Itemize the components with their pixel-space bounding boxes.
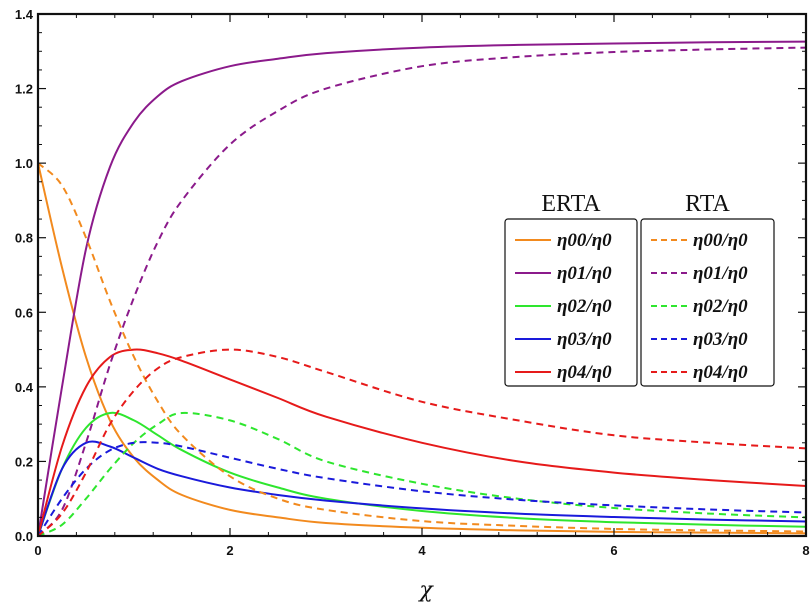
series-line-9 (38, 348, 806, 536)
series-line-1 (38, 40, 806, 536)
x-tick-label: 6 (610, 543, 617, 558)
series-line-5 (38, 162, 806, 533)
series-line-8 (38, 441, 806, 536)
legend-entry-label: η01/η0 (557, 263, 612, 284)
y-tick-label: 1.0 (15, 156, 33, 171)
series-line-0 (38, 162, 806, 535)
legend-box (504, 218, 638, 387)
legend-entry-label: η04/η0 (693, 362, 748, 383)
legend-title-erta: ERTA (541, 191, 601, 217)
y-tick-label: 0.8 (15, 231, 33, 246)
x-tick-label: 8 (802, 543, 809, 558)
legend-entry-label: η02/η0 (557, 296, 612, 317)
x-tick-label: 4 (418, 543, 426, 558)
y-tick-label: 0.4 (15, 380, 34, 395)
legend-entry-label: η00/η0 (557, 230, 612, 251)
y-tick-label: 1.4 (15, 7, 34, 22)
y-tick-label: 1.2 (15, 82, 33, 97)
plot-lines (38, 40, 806, 536)
legend-entry-label: η00/η0 (693, 230, 748, 251)
legend-entry-label: η01/η0 (693, 263, 748, 284)
y-tick-label: 0.0 (15, 529, 33, 544)
legend-title-rta: RTA (685, 191, 730, 217)
series-line-4 (38, 348, 806, 536)
series-line-6 (38, 46, 806, 536)
legend-entry-label: η04/η0 (557, 362, 612, 383)
x-tick-label: 2 (226, 543, 233, 558)
x-tick-label: 0 (34, 543, 41, 558)
ticks: 0 2 4 6 8 0.0 0.2 0.4 0.6 0.8 1.0 1.2 1.4 (15, 7, 810, 558)
series-line-2 (38, 411, 806, 536)
x-axis-label: χ (417, 578, 434, 602)
series-line-3 (38, 440, 806, 536)
legend-box (640, 218, 775, 387)
series-line-7 (38, 411, 806, 536)
legend-entry-label: η03/η0 (557, 329, 612, 350)
legend: ERTA η00/η0 η01/η0 η02/η0 η03/η0 η04/η0 RTA η00… (504, 191, 775, 387)
y-tick-label: 0.2 (15, 454, 33, 469)
legend-entry-label: η03/η0 (693, 329, 748, 350)
legend-entry-label: η02/η0 (693, 296, 748, 317)
y-tick-label: 0.6 (15, 305, 33, 320)
